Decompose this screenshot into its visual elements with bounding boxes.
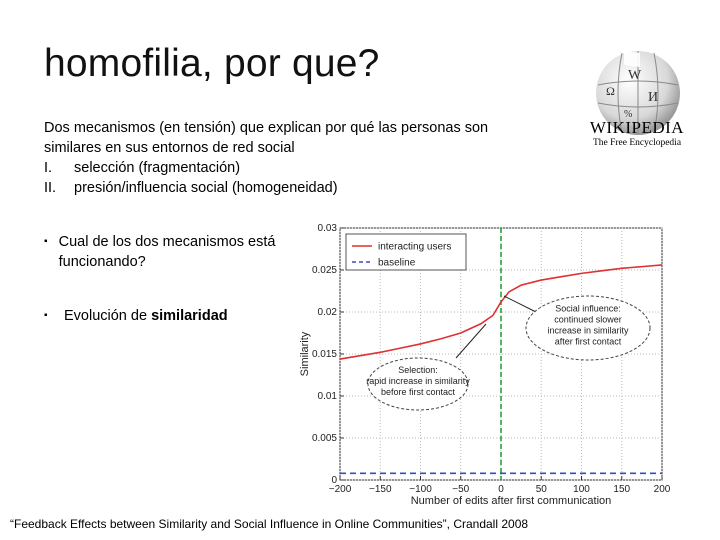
bullet-text: Evolución de similaridad: [64, 306, 228, 326]
bullet-mechanism-question: ▪ Cual de los dos mecanismos está funcio…: [44, 232, 284, 272]
y-tick-label: 0: [331, 475, 337, 486]
selection-annotation-text: Selection:: [398, 365, 438, 375]
annotation-arrow: [455, 323, 487, 359]
bullet-text-bold: similaridad: [151, 308, 228, 324]
bullet-text-prefix: Evolución de: [64, 308, 152, 324]
item-text: selección (fragmentación): [74, 160, 241, 176]
wikipedia-wordmark: WIKIPEDIA: [589, 118, 685, 137]
x-tick-label: −50: [452, 484, 469, 495]
wikipedia-tagline: The Free Encyclopedia: [592, 138, 682, 148]
citation: “Feedback Effects between Similarity and…: [10, 517, 529, 531]
social-influence-annotation-bubble: [525, 295, 651, 361]
x-tick-label: 150: [613, 484, 630, 495]
x-axis-label: Number of edits after first communicatio…: [411, 495, 612, 507]
intro-line-2: similares en sus entornos de red social: [44, 140, 295, 156]
legend-label: interacting users: [378, 242, 451, 253]
square-bullet-icon: ▪: [44, 236, 48, 247]
bullet-similarity-evolution: ▪ Evolución de similaridad: [44, 306, 284, 326]
x-tick-label: −100: [409, 484, 432, 495]
x-tick-label: −200: [329, 484, 352, 495]
social-influence-annotation-text: increase in similarity: [547, 326, 629, 336]
slide-title: homofilia, por que?: [44, 42, 380, 85]
item-number: II.: [44, 180, 57, 196]
bullet-text: Cual de los dos mecanismos está funciona…: [58, 234, 276, 270]
mechanism-item-2: II. presión/influencia social (homogenei…: [44, 178, 564, 198]
x-tick-label: 50: [536, 484, 548, 495]
bullet-list: ▪ Cual de los dos mecanismos está funcio…: [44, 232, 284, 360]
mechanism-item-1: I. selección (fragmentación): [44, 158, 564, 178]
chart-legend: [345, 233, 467, 271]
square-bullet-icon: ▪: [44, 310, 48, 321]
item-text: presión/influencia social (homogeneidad): [74, 180, 338, 196]
item-number: I.: [44, 160, 53, 176]
y-tick-label: 0.02: [318, 307, 338, 318]
y-tick-label: 0.025: [312, 265, 337, 276]
y-tick-label: 0.005: [312, 433, 337, 444]
y-tick-label: 0.015: [312, 349, 337, 360]
x-tick-label: 200: [654, 484, 671, 495]
social-influence-annotation-text: Social influence:: [555, 304, 621, 314]
wikipedia-globe-logo: W Ω И %: [596, 51, 680, 135]
selection-annotation-text: rapid increase in similarity: [366, 376, 470, 386]
x-tick-label: 100: [573, 484, 590, 495]
y-tick-label: 0.03: [318, 223, 338, 234]
series-line-interacting-users: [339, 264, 663, 360]
intro-line-1: Dos mecanismos (en tensión) que explican…: [44, 120, 489, 136]
legend-box: [345, 233, 467, 271]
y-axis-label: Similarity: [299, 331, 311, 376]
puzzle-glyph: W: [628, 68, 642, 83]
selection-annotation-text: before first contact: [381, 387, 456, 397]
puzzle-glyph: Ω: [606, 84, 615, 98]
social-influence-annotation-text: after first contact: [555, 337, 622, 347]
puzzle-glyph: %: [624, 109, 632, 120]
annotation-arrow: [503, 295, 539, 314]
puzzle-glyph: И: [648, 90, 658, 105]
selection-annotation-bubble: [367, 357, 469, 411]
x-tick-label: −150: [369, 484, 392, 495]
similarity-chart: −200 −150 −100 −50 0 50 100 150 200 0 0.005 0.01 0.0…: [299, 223, 671, 507]
legend-label: baseline: [378, 258, 416, 269]
social-influence-annotation-text: continued slower: [554, 315, 622, 325]
y-tick-label: 0.01: [318, 391, 338, 402]
intro-text: Dos mecanismos (en tensión) que explican…: [44, 118, 564, 198]
x-tick-label: 0: [498, 484, 504, 495]
